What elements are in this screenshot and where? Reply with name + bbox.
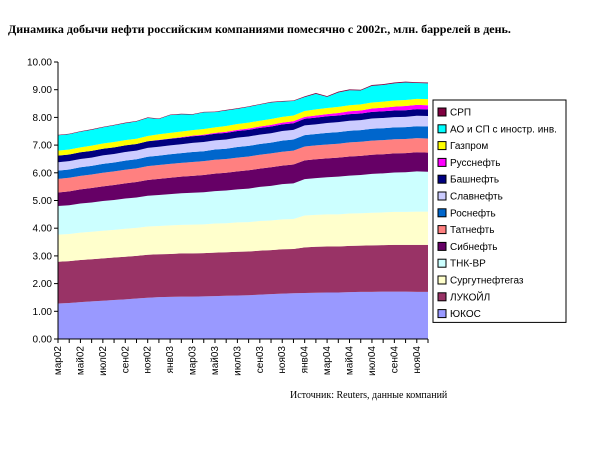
- y-tick-label: 2.00: [33, 279, 53, 290]
- area-series-10: [58, 98, 428, 156]
- x-tick-label: июл02: [98, 346, 109, 376]
- y-tick-label: 9.00: [33, 85, 53, 96]
- legend-label: СРП: [450, 108, 471, 119]
- y-tick-label: 4.00: [33, 224, 53, 235]
- area-series-11: [58, 82, 428, 151]
- legend-swatch: [437, 225, 447, 235]
- x-tick-label: сен04: [389, 346, 400, 374]
- legend-swatch: [437, 275, 447, 285]
- legend-label: Русснефть: [450, 157, 500, 169]
- x-tick-label: ноя04: [412, 346, 423, 374]
- legend-swatch: [437, 124, 447, 134]
- legend-swatch: [437, 157, 447, 167]
- area-series-6: [58, 126, 428, 179]
- legend-box: [432, 99, 567, 323]
- legend-label: Славнефть: [450, 191, 503, 203]
- y-tick-label: 7.00: [33, 141, 53, 152]
- legend-label: АО и СП с иностр. инв.: [450, 124, 557, 135]
- x-tick-label: сен02: [120, 346, 131, 374]
- legend-swatch: [437, 191, 447, 201]
- x-tick-label: июл04: [367, 346, 378, 376]
- x-tick-label: мар03: [188, 346, 199, 376]
- legend-label: ТНК-ВР: [450, 259, 486, 270]
- y-tick-label: 5.00: [33, 196, 53, 207]
- x-tick-label: ноя02: [143, 346, 154, 374]
- legend-swatch: [437, 241, 447, 251]
- x-tick-label: сен03: [255, 346, 266, 374]
- legend-swatch: [437, 258, 447, 268]
- axes-group: 0.00 1.00 2.00 3.00 4.00 5.00 6.00 7.00 8.00 9.00…: [27, 58, 429, 376]
- legend-swatch: [437, 141, 447, 151]
- x-tick-label: мар04: [322, 346, 333, 376]
- y-tick-label: 1.00: [33, 307, 53, 318]
- legend-label: Газпром: [450, 141, 488, 152]
- x-tick-label: май04: [345, 346, 356, 376]
- x-tick-label: янв04: [300, 346, 311, 374]
- legend-label: ЛУКОЙЛ: [450, 290, 490, 303]
- area-series-7: [58, 115, 428, 171]
- legend-swatch: [437, 174, 447, 184]
- area-series-group: [58, 81, 428, 339]
- legend-label: Роснефть: [450, 207, 496, 219]
- area-series-0: [58, 291, 428, 339]
- area-series-9: [58, 104, 428, 156]
- y-tick-label: 8.00: [33, 113, 53, 124]
- y-tick-label: 6.00: [33, 168, 53, 179]
- area-series-8: [58, 109, 428, 163]
- legend-swatch: [437, 208, 447, 218]
- x-tick-label: ноя03: [277, 346, 288, 374]
- legend-label: Сургутнефтегаз: [450, 275, 524, 287]
- legend-swatch: [437, 107, 447, 117]
- x-tick-label: янв03: [165, 346, 176, 374]
- area-series-4: [58, 152, 428, 207]
- x-tick-label: май03: [210, 346, 221, 376]
- x-tick-label: май02: [75, 346, 86, 376]
- chart-title: Динамика добычи нефти российским компани…: [8, 22, 511, 36]
- x-tick-label: мар02: [53, 346, 64, 376]
- y-tick-label: 0.00: [33, 335, 53, 346]
- x-tick-label: июл03: [232, 346, 243, 376]
- legend: СРП АО и СП с иностр. инв. Газпром Русснефт…: [432, 99, 567, 323]
- legend-swatch: [437, 292, 447, 302]
- y-tick-label: 3.00: [33, 251, 53, 262]
- area-series-1: [58, 244, 428, 304]
- legend-swatch: [437, 309, 447, 319]
- area-series-3: [58, 171, 428, 235]
- legend-label: ЮКОС: [450, 309, 481, 320]
- legend-label: Башнефть: [450, 174, 499, 186]
- source-note: Источник: Reuters, данные компаний: [290, 390, 448, 401]
- area-series-5: [58, 138, 428, 193]
- legend-label: Татнефть: [450, 224, 494, 236]
- y-tick-label: 10.00: [27, 58, 52, 69]
- area-series-2: [58, 211, 428, 262]
- legend-label: Сибнефть: [450, 241, 497, 253]
